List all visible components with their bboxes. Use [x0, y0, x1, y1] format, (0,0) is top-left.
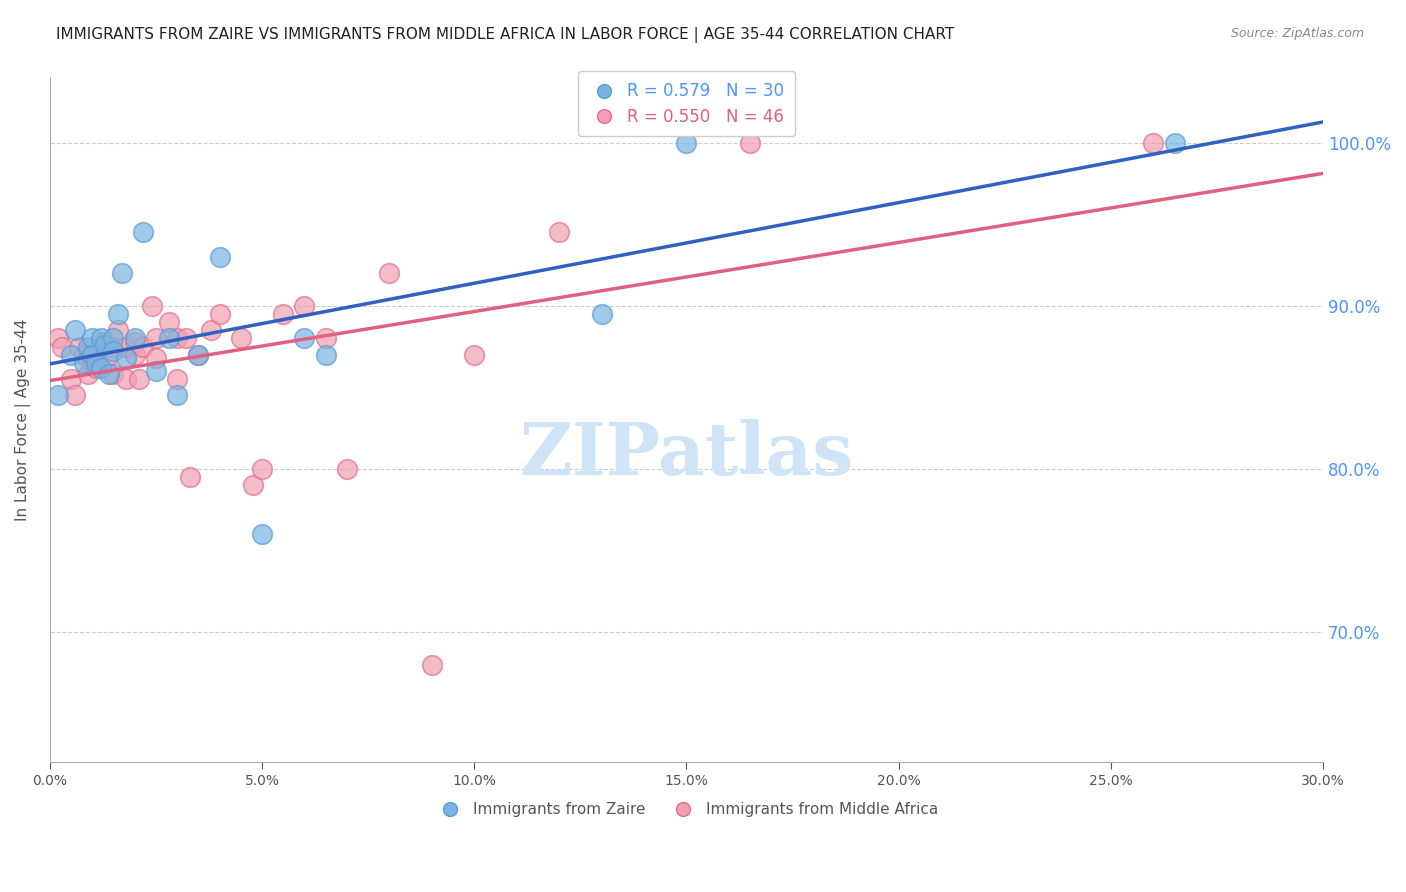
- Point: [124, 331, 146, 345]
- Point: [208, 250, 231, 264]
- Point: [124, 334, 146, 349]
- Point: [82, 348, 104, 362]
- Point: [77, 340, 100, 354]
- Point: [51, 340, 73, 354]
- Point: [107, 323, 129, 337]
- Point: [187, 348, 209, 362]
- Point: [82, 331, 104, 345]
- Point: [107, 307, 129, 321]
- Point: [69, 340, 91, 354]
- Point: [82, 348, 104, 362]
- Point: [90, 360, 112, 375]
- Point: [250, 527, 273, 541]
- Point: [1142, 136, 1164, 150]
- Point: [98, 368, 121, 382]
- Point: [179, 470, 201, 484]
- Point: [86, 356, 108, 370]
- Point: [200, 323, 222, 337]
- Point: [63, 323, 86, 337]
- Point: [294, 331, 316, 345]
- Text: IMMIGRANTS FROM ZAIRE VS IMMIGRANTS FROM MIDDLE AFRICA IN LABOR FORCE | AGE 35-4: IMMIGRANTS FROM ZAIRE VS IMMIGRANTS FROM…: [56, 27, 955, 43]
- Point: [128, 372, 150, 386]
- Point: [420, 657, 443, 672]
- Point: [111, 266, 134, 280]
- Point: [315, 348, 337, 362]
- Point: [82, 356, 104, 370]
- Point: [124, 348, 146, 362]
- Point: [145, 364, 167, 378]
- Point: [77, 368, 100, 382]
- Point: [73, 348, 96, 362]
- Point: [463, 348, 485, 362]
- Point: [59, 348, 82, 362]
- Point: [141, 299, 163, 313]
- Point: [73, 356, 96, 370]
- Point: [740, 136, 762, 150]
- Point: [59, 372, 82, 386]
- Point: [46, 331, 69, 345]
- Point: [591, 307, 613, 321]
- Point: [46, 388, 69, 402]
- Point: [271, 307, 294, 321]
- Point: [548, 226, 571, 240]
- Point: [336, 462, 359, 476]
- Point: [145, 351, 167, 365]
- Point: [294, 299, 316, 313]
- Point: [157, 331, 180, 345]
- Point: [174, 331, 197, 345]
- Point: [103, 331, 125, 345]
- Point: [103, 344, 125, 359]
- Point: [90, 340, 112, 354]
- Text: Source: ZipAtlas.com: Source: ZipAtlas.com: [1230, 27, 1364, 40]
- Point: [132, 340, 155, 354]
- Point: [250, 462, 273, 476]
- Text: ZIPatlas: ZIPatlas: [519, 418, 853, 490]
- Point: [86, 360, 108, 375]
- Legend: Immigrants from Zaire, Immigrants from Middle Africa: Immigrants from Zaire, Immigrants from M…: [429, 796, 945, 823]
- Point: [315, 331, 337, 345]
- Point: [103, 368, 125, 382]
- Point: [675, 136, 697, 150]
- Point: [90, 331, 112, 345]
- Point: [166, 331, 188, 345]
- Point: [98, 348, 121, 362]
- Point: [1163, 136, 1185, 150]
- Point: [115, 340, 138, 354]
- Point: [94, 334, 117, 349]
- Point: [208, 307, 231, 321]
- Point: [145, 331, 167, 345]
- Point: [157, 315, 180, 329]
- Point: [103, 340, 125, 354]
- Point: [166, 372, 188, 386]
- Y-axis label: In Labor Force | Age 35-44: In Labor Force | Age 35-44: [15, 318, 31, 521]
- Point: [132, 226, 155, 240]
- Point: [229, 331, 252, 345]
- Point: [187, 348, 209, 362]
- Point: [115, 372, 138, 386]
- Point: [115, 351, 138, 365]
- Point: [63, 388, 86, 402]
- Point: [166, 388, 188, 402]
- Point: [242, 478, 264, 492]
- Point: [378, 266, 401, 280]
- Point: [94, 338, 117, 352]
